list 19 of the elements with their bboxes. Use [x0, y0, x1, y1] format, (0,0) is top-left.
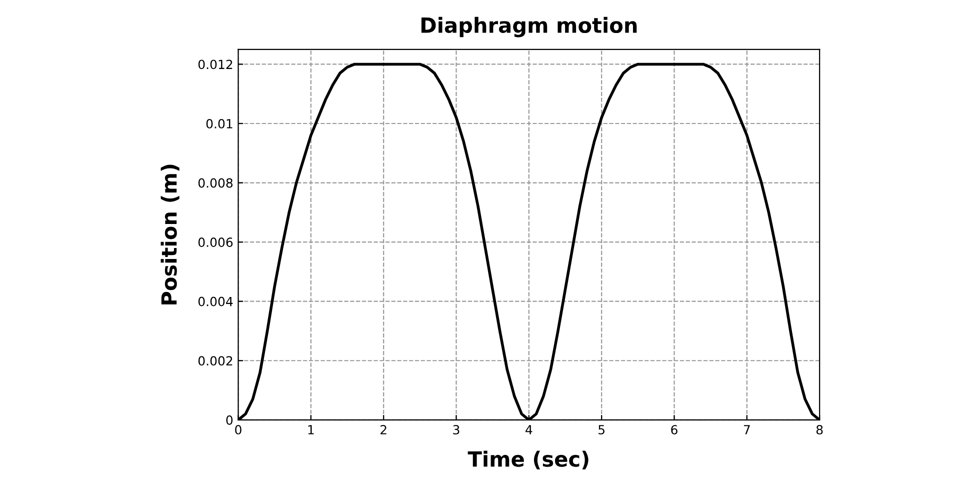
- y-axis-title: Position (m): [160, 164, 180, 304]
- x-tick-label: 7: [744, 425, 750, 434]
- x-tick-label: 6: [671, 424, 678, 434]
- x-tick-label: 2: [380, 424, 386, 434]
- y-tick-label: 0.012: [198, 60, 232, 70]
- x-tick-label: 4: [526, 425, 532, 434]
- x-tick-label: 0: [235, 424, 242, 434]
- y-tick-label: 0.01: [206, 118, 232, 128]
- x-tick-label: 3: [453, 424, 460, 434]
- x-tick-label: 8: [816, 424, 823, 434]
- y-tick-label: 0.004: [198, 296, 233, 306]
- x-tick-label: 5: [598, 425, 604, 434]
- chart-title: Diaphragm motion: [421, 16, 637, 38]
- y-tick-label: 0.006: [198, 238, 233, 247]
- x-tick-label: 1: [308, 425, 314, 434]
- x-axis-title: Time (sec): [468, 450, 588, 470]
- y-tick-label: 0.008: [198, 178, 233, 188]
- y-tick-label: 0: [226, 415, 233, 425]
- y-tick-label: 0.002: [198, 356, 232, 366]
